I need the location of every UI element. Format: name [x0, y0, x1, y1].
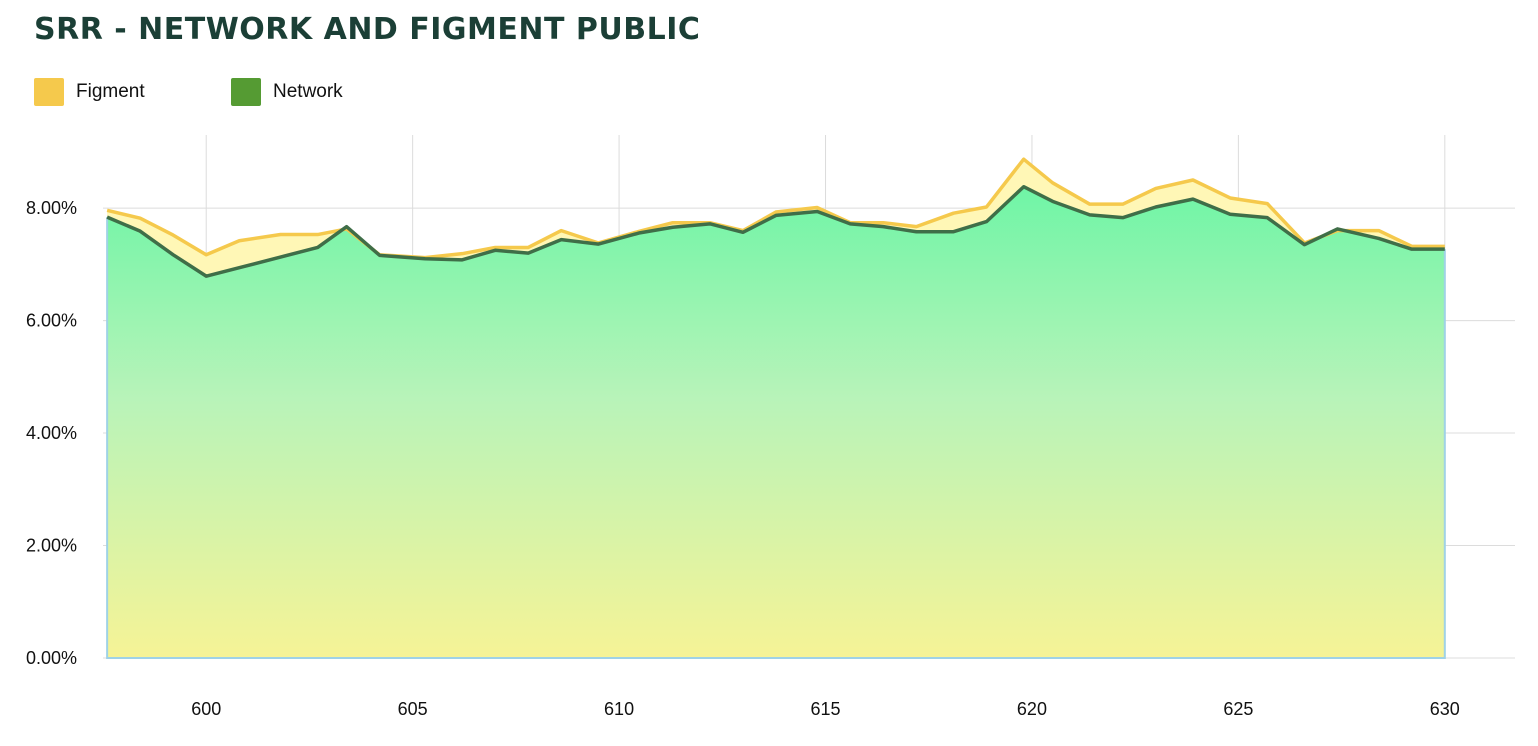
x-tick-label: 610	[604, 699, 634, 719]
data-point-figment[interactable]	[169, 231, 177, 239]
legend-label-network: Network	[273, 81, 343, 102]
legend-label-figment: Figment	[76, 81, 145, 102]
data-point-figment[interactable]	[950, 209, 958, 217]
data-point-network[interactable]	[557, 236, 565, 244]
y-tick-label: 0.00%	[26, 648, 77, 668]
x-tick-label: 605	[398, 699, 428, 719]
data-point-network[interactable]	[846, 220, 854, 228]
data-point-network[interactable]	[912, 228, 920, 236]
data-point-network[interactable]	[1408, 245, 1416, 253]
data-point-network[interactable]	[1226, 210, 1234, 218]
axes: 0.00% 2.00% 4.00% 6.00% 8.00% 600 605 610 615 620…	[26, 198, 1460, 719]
series-lines	[103, 155, 1449, 280]
data-point-network[interactable]	[169, 251, 177, 259]
data-point-network[interactable]	[314, 243, 322, 251]
data-point-network[interactable]	[1441, 245, 1449, 253]
data-point-network[interactable]	[421, 255, 429, 263]
data-point-network[interactable]	[813, 207, 821, 215]
data-point-network[interactable]	[1300, 241, 1308, 249]
x-tick-label: 600	[191, 699, 221, 719]
y-tick-label: 2.00%	[26, 536, 77, 556]
data-point-network[interactable]	[277, 253, 285, 261]
data-point-network[interactable]	[1086, 211, 1094, 219]
data-point-figment[interactable]	[1375, 227, 1383, 235]
data-point-network[interactable]	[1263, 214, 1271, 222]
data-point-network[interactable]	[739, 228, 747, 236]
data-point-figment[interactable]	[1226, 194, 1234, 202]
data-point-network[interactable]	[706, 220, 714, 228]
data-point-figment[interactable]	[1189, 176, 1197, 184]
data-point-figment[interactable]	[1086, 200, 1094, 208]
area-network	[107, 186, 1445, 658]
area-outline	[106, 217, 1446, 659]
x-tick-label: 615	[810, 699, 840, 719]
data-point-network[interactable]	[1375, 234, 1383, 242]
chart-title: SRR - NETWORK AND FIGMENT PUBLIC	[34, 12, 701, 47]
legend-swatch-network	[231, 78, 261, 106]
data-point-figment[interactable]	[1263, 200, 1271, 208]
data-point-figment[interactable]	[277, 231, 285, 239]
data-point-figment[interactable]	[314, 231, 322, 239]
series-line-figment	[106, 157, 1445, 260]
data-point-network[interactable]	[103, 213, 111, 221]
x-tick-label: 620	[1017, 699, 1047, 719]
data-point-network[interactable]	[772, 211, 780, 219]
data-point-network[interactable]	[524, 249, 532, 257]
x-tick-label: 630	[1430, 699, 1460, 719]
data-point-network[interactable]	[879, 223, 887, 231]
data-point-network[interactable]	[636, 229, 644, 237]
data-point-network[interactable]	[136, 227, 144, 235]
data-point-figment[interactable]	[1152, 184, 1160, 192]
data-point-network[interactable]	[235, 264, 243, 272]
data-point-network[interactable]	[1152, 203, 1160, 211]
data-point-network[interactable]	[1333, 225, 1341, 233]
data-point-network[interactable]	[491, 246, 499, 254]
y-tick-label: 6.00%	[26, 311, 77, 331]
data-point-network[interactable]	[343, 223, 351, 231]
y-tick-label: 4.00%	[26, 423, 77, 443]
data-point-network[interactable]	[1049, 197, 1057, 205]
series-areas	[106, 159, 1446, 659]
data-point-figment[interactable]	[235, 237, 243, 245]
data-point-network[interactable]	[1020, 183, 1028, 191]
data-point-network[interactable]	[950, 228, 958, 236]
y-tick-label: 8.00%	[26, 198, 77, 218]
series-line-network	[106, 184, 1445, 278]
legend-swatch-figment	[34, 78, 64, 106]
data-point-figment[interactable]	[557, 227, 565, 235]
data-point-network[interactable]	[669, 223, 677, 231]
data-point-network[interactable]	[983, 218, 991, 226]
x-tick-label: 625	[1223, 699, 1253, 719]
data-point-figment[interactable]	[983, 203, 991, 211]
data-point-figment[interactable]	[1020, 155, 1028, 163]
data-point-figment[interactable]	[1119, 200, 1127, 208]
data-point-network[interactable]	[1189, 195, 1197, 203]
data-point-network[interactable]	[376, 251, 384, 259]
data-point-figment[interactable]	[136, 214, 144, 222]
data-point-figment[interactable]	[1049, 179, 1057, 187]
data-point-network[interactable]	[202, 272, 210, 280]
data-point-network[interactable]	[458, 256, 466, 264]
data-point-network[interactable]	[1119, 214, 1127, 222]
data-point-figment[interactable]	[202, 251, 210, 259]
data-point-network[interactable]	[594, 240, 602, 248]
